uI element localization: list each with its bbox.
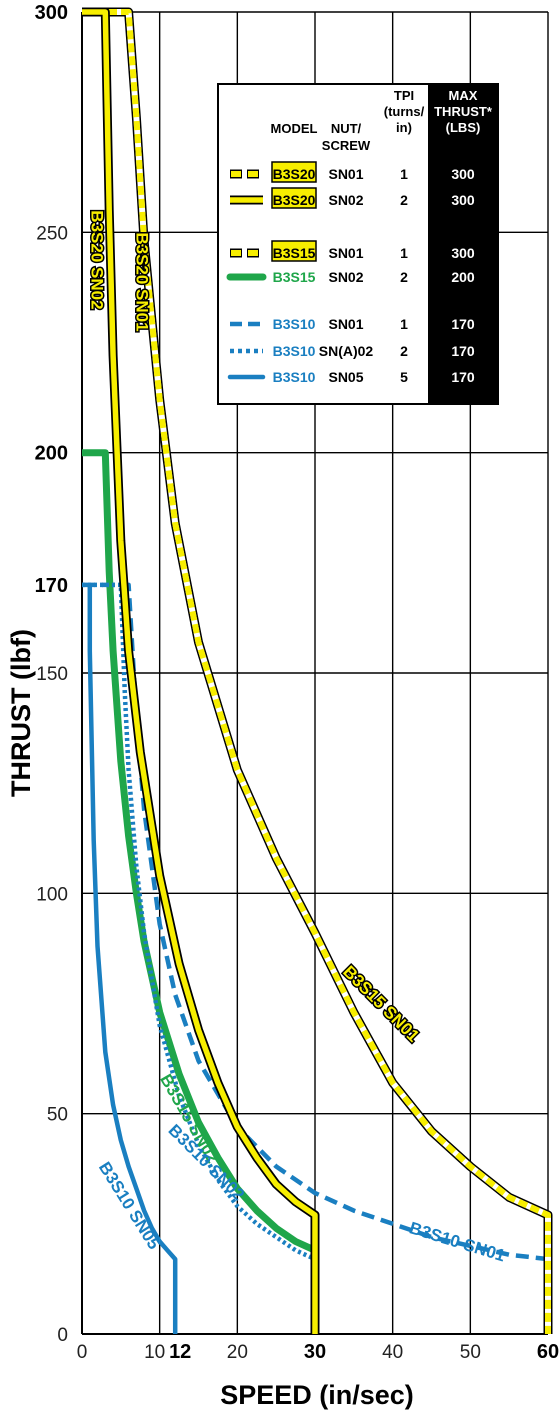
legend-tpi: 1: [400, 166, 408, 182]
legend-model: B3S15: [273, 245, 316, 261]
legend-tpi: 1: [400, 245, 408, 261]
legend-max: 170: [451, 369, 475, 385]
curve-label: B3S20 SN01: [132, 232, 151, 331]
legend-nut: SN(A)02: [319, 343, 374, 359]
legend-model: B3S15: [273, 269, 316, 285]
y-tick-label: 0: [57, 1325, 68, 1346]
x-tick-label: 10: [144, 1342, 165, 1363]
series-b3s20-sn01: [82, 7, 553, 1334]
series-b3s20-sn02: [82, 7, 320, 1334]
legend-row: B3S15 SN01 1 300: [230, 240, 475, 262]
y-tick-label: 250: [36, 223, 68, 244]
x-tick-label: 0: [77, 1342, 88, 1363]
x-tick-label: 20: [227, 1342, 248, 1363]
legend-nut: SN02: [328, 192, 363, 208]
y-tick-label: 100: [36, 884, 68, 905]
legend-header-tpi: TPI: [394, 88, 414, 103]
legend-header-nut: NUT/: [331, 121, 362, 136]
legend-max: 170: [451, 343, 475, 359]
legend-row: B3S20 SN01 1 300: [230, 161, 475, 183]
legend-nut: SN05: [328, 369, 363, 385]
x-tick-label: 30: [304, 1341, 326, 1363]
legend-row: B3S15 SN02 2 200: [226, 269, 475, 285]
legend-model: B3S20: [273, 192, 316, 208]
legend-model: B3S10: [273, 369, 316, 385]
y-tick-label: 150: [36, 664, 68, 685]
legend-header-max: MAX: [449, 88, 478, 103]
legend-nut: SN01: [328, 316, 363, 332]
x-tick-label: 12: [169, 1341, 191, 1363]
legend-tpi: 1: [400, 316, 408, 332]
legend-tpi: 2: [400, 192, 408, 208]
legend-header-nut: SCREW: [322, 138, 371, 153]
x-tick-label: 40: [382, 1342, 403, 1363]
legend-max: 300: [451, 192, 475, 208]
legend-max-column: [428, 84, 498, 404]
curve-label: B3S10 SN01: [407, 1218, 507, 1265]
y-axis-title: THRUST (lbf): [6, 629, 36, 797]
y-tick-label: 50: [47, 1105, 68, 1126]
y-tick-label: 200: [35, 443, 68, 465]
legend-header-tpi: in): [396, 120, 412, 135]
legend-row: B3S10 SN(A)02 2 170: [230, 343, 475, 359]
legend-tpi: 2: [400, 343, 408, 359]
legend-row: B3S10 SN05 5 170: [227, 369, 475, 385]
legend-header-tpi: (turns/: [384, 104, 425, 119]
x-axis-title: SPEED (in/sec): [220, 1380, 414, 1410]
legend-max: 200: [451, 269, 475, 285]
x-tick-label: 50: [460, 1342, 481, 1363]
legend-nut: SN01: [328, 166, 363, 182]
legend-model: B3S20: [273, 166, 316, 182]
x-tick-label: 60: [537, 1341, 559, 1363]
y-tick-label: 170: [35, 575, 68, 597]
legend-header-model: MODEL: [271, 121, 318, 136]
legend-tpi: 5: [400, 369, 408, 385]
series-b3s10-sn05: [87, 584, 178, 1334]
y-tick-label: 300: [35, 2, 68, 24]
legend-model: B3S10: [273, 343, 316, 359]
legend-row: B3S20 SN02 2 300: [230, 187, 475, 209]
legend-max: 170: [451, 316, 475, 332]
chart-legend: MODEL NUT/SCREW TPI(turns/in) MAXTHRUST*(LB…: [217, 83, 499, 405]
legend-max: 300: [451, 245, 475, 261]
legend-header-max: (LBS): [446, 120, 481, 135]
legend-max: 300: [451, 166, 475, 182]
chart-series: [82, 7, 553, 1334]
legend-tpi: 2: [400, 269, 408, 285]
legend-header-max: THRUST*: [434, 104, 493, 119]
legend-nut: SN01: [328, 245, 363, 261]
legend-nut: SN02: [328, 269, 363, 285]
legend-model: B3S10: [273, 316, 316, 332]
curve-label: B3S20 SN02: [87, 210, 106, 309]
legend-row: B3S10 SN01 1 170: [230, 316, 475, 332]
